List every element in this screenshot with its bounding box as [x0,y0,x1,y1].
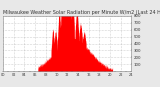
Text: Milwaukee Weather Solar Radiation per Minute W/m2 (Last 24 Hours): Milwaukee Weather Solar Radiation per Mi… [3,10,160,15]
